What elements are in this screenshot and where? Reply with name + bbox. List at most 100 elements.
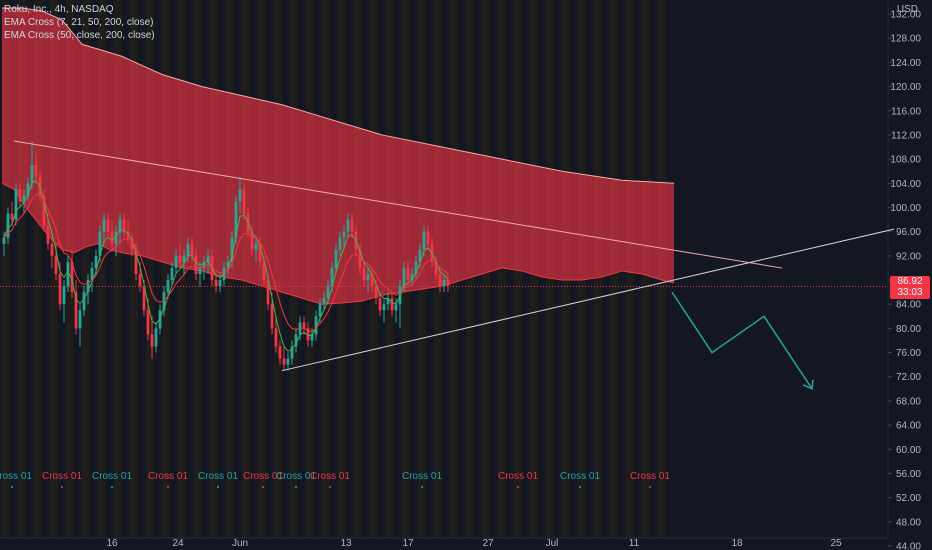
candle-body (442, 280, 446, 287)
ema-band-bottom (1, 182, 675, 305)
candle-body (86, 280, 90, 293)
y-tick-label: 56.00 (896, 469, 921, 480)
cross-signal-label: Cross 01 (630, 471, 670, 482)
session-stripe (50, 0, 58, 538)
candle-body (122, 219, 126, 232)
candle-body (54, 255, 58, 274)
candle-body (214, 280, 218, 287)
cross-signal-label: Cross 01 (198, 471, 238, 482)
candle-body (30, 165, 34, 184)
candle-body (394, 304, 398, 311)
cross-signal-dot (217, 486, 219, 488)
candle-body (106, 219, 110, 232)
candle-body (150, 334, 154, 347)
candle-body (46, 225, 50, 244)
candle-body (170, 267, 174, 281)
session-stripe (66, 0, 74, 538)
candle-body (350, 219, 354, 232)
candle-body (262, 261, 266, 281)
candle-body (390, 298, 394, 311)
candle-body (190, 243, 194, 256)
legend-ema-cross-1[interactable]: EMA Cross (7, 21, 50, 200, close) (4, 17, 154, 28)
cross-signal-label: Cross 01 (92, 471, 132, 482)
candle-body (18, 189, 22, 202)
candle-body (358, 249, 362, 268)
candle-body (22, 195, 26, 202)
candle-body (334, 249, 338, 268)
cross-signal-dot (329, 486, 331, 488)
y-tick-label: 60.00 (896, 445, 921, 456)
cross-signal-label: Cross 01 (0, 471, 32, 482)
cross-signal-dot (11, 486, 13, 488)
y-tick-label: 84.00 (896, 300, 921, 311)
y-tick-label: 96.00 (896, 227, 921, 238)
currency-label[interactable]: USD (896, 4, 918, 15)
y-tick-label: 92.00 (896, 251, 921, 262)
candle-body (278, 346, 282, 359)
cross-signal-label: Cross 01 (276, 471, 316, 482)
legend-ema-cross-2[interactable]: EMA Cross (50, close, 200, close) (4, 30, 155, 41)
candle-body (2, 237, 6, 244)
y-tick-label: 68.00 (896, 396, 921, 407)
candle-body (382, 304, 386, 311)
candle-body (66, 261, 70, 287)
candle-body (446, 280, 450, 287)
cross-signal-label: Cross 01 (148, 471, 188, 482)
candle-body (78, 310, 82, 329)
cross-signal-dot (517, 486, 519, 488)
session-stripe (162, 0, 170, 538)
candle-body (318, 304, 322, 317)
candle-body (254, 243, 258, 250)
x-tick-label: Jul (546, 538, 559, 549)
y-tick-label: 76.00 (896, 348, 921, 359)
candle-body (346, 219, 350, 232)
y-tick-label: 80.00 (896, 324, 921, 335)
cross-signal-dot (649, 486, 651, 488)
y-tick-label: 44.00 (896, 542, 921, 550)
x-tick-label: 17 (402, 538, 414, 549)
cross-signal-label: Cross 01 (310, 471, 350, 482)
candle-body (326, 286, 330, 299)
candle-body (162, 292, 166, 311)
chart-legend: Roku, Inc., 4h, NASDAQ EMA Cross (7, 21,… (4, 3, 155, 42)
candle-body (282, 358, 286, 365)
cross-signal-dot (421, 486, 423, 488)
candle-body (118, 219, 122, 232)
candle-body (26, 183, 30, 196)
last-price-value: 86.92 (897, 276, 923, 287)
cross-signal-label: Cross 01 (498, 471, 538, 482)
candle-body (270, 304, 274, 329)
candle-body (114, 231, 118, 244)
cross-signal-dot (61, 486, 63, 488)
session-stripe (498, 0, 506, 538)
candle-body (98, 231, 102, 256)
candle-body (422, 231, 426, 250)
candle-body (322, 298, 326, 305)
ema-band-top (2, 7, 675, 184)
candle-body (70, 261, 74, 293)
candle-body (414, 261, 418, 274)
candle-body (178, 255, 182, 262)
candle-body (58, 273, 62, 305)
candle-body (146, 310, 150, 335)
session-stripe (2, 0, 10, 538)
x-tick-label: 25 (830, 538, 842, 549)
candle-body (218, 280, 222, 287)
y-tick-label: 132.00 (890, 10, 921, 21)
candle-body (186, 243, 190, 256)
cross-signal-label: Cross 01 (560, 471, 600, 482)
candle-body (226, 261, 230, 268)
candle-body (14, 189, 18, 220)
cross-signal-dot (111, 486, 113, 488)
cross-signal-label: Cross 01 (402, 471, 442, 482)
candle-body (310, 334, 314, 341)
candle-body (306, 328, 310, 341)
y-tick-label: 72.00 (896, 372, 921, 383)
legend-symbol-title[interactable]: Roku, Inc., 4h, NASDAQ (4, 4, 114, 15)
candle-body (174, 255, 178, 268)
candle-body (342, 231, 346, 238)
candle-body (142, 286, 146, 311)
candle-body (294, 334, 298, 347)
candle-body (366, 273, 370, 281)
